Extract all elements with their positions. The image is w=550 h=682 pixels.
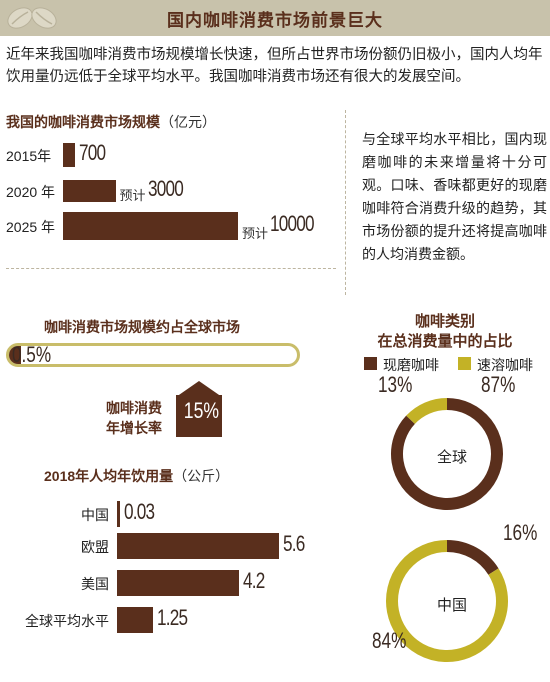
- global-share-fill: [9, 346, 21, 364]
- global-share-value: 0.5%: [12, 342, 52, 367]
- consumption-title-text: 2018年人均年饮用量: [44, 468, 174, 484]
- consumption-title: 2018年人均年饮用量（公斤）: [44, 466, 229, 486]
- growth-title-line-2: 年增长率: [106, 420, 162, 436]
- right-paragraph: 与全球平均水平相比，国内现磨咖啡的未来增量将十分可观。口味、香味都更好的现磨咖啡…: [362, 131, 547, 262]
- donut-slice: [391, 398, 503, 510]
- donut-global-pct-ground: 87%: [481, 372, 516, 397]
- legend-swatch-instant: [458, 357, 471, 370]
- market-row-label: 2025 年: [6, 219, 56, 235]
- donut-slice: [386, 540, 508, 662]
- growth-title: 咖啡消费 年增长率: [98, 398, 170, 438]
- market-bar-value: 10000: [270, 211, 315, 236]
- donut-global-center-label: 全球: [436, 449, 467, 466]
- consumption-bar: [117, 570, 239, 596]
- coffee-beans-icon: [7, 7, 57, 29]
- consumption-row-label: 全球平均水平: [25, 613, 109, 629]
- consumption-bar: [117, 501, 120, 527]
- legend-label-instant: 速溶咖啡: [477, 357, 533, 373]
- legend-label-ground: 现磨咖啡: [383, 357, 439, 373]
- donut-global-pct-instant: 13%: [378, 372, 413, 397]
- donut-china-center-label: 中国: [436, 597, 467, 614]
- market-bar-prefix: 预计: [242, 226, 269, 241]
- market-bar: [63, 180, 116, 202]
- donut-china-pct-ground: 16%: [503, 520, 538, 545]
- legend-swatch-ground: [364, 357, 377, 370]
- intro-paragraph: 近年来我国咖啡消费市场规模增长快速，但所占世界市场份额仍旧极小，国内人均年饮用量…: [6, 47, 543, 85]
- growth-title-line-1: 咖啡消费: [106, 400, 162, 416]
- consumption-unit: （公斤）: [173, 468, 230, 484]
- consumption-bar-value: 5.6: [283, 531, 305, 556]
- market-bar-value: 700: [79, 140, 106, 165]
- header-band: [0, 0, 550, 36]
- up-arrow-icon: [176, 381, 222, 397]
- donut-slice: [406, 398, 448, 425]
- market-bar-value: 3000: [147, 176, 184, 201]
- horizontal-divider: [6, 268, 336, 269]
- category-title-line-1: 咖啡类别: [414, 313, 475, 330]
- market-bar: [63, 212, 238, 240]
- global-share-title: 咖啡消费市场规模约占全球市场: [44, 319, 240, 335]
- market-bar: [63, 143, 76, 167]
- donut-china-pct-instant: 84%: [372, 628, 407, 653]
- global-share-track: [6, 343, 300, 367]
- consumption-bar-value: 1.25: [157, 605, 188, 630]
- vertical-divider: [345, 110, 346, 295]
- market-row-label: 2020 年: [6, 184, 56, 200]
- consumption-row-label: 美国: [81, 576, 109, 592]
- market-size-title: 我国的咖啡消费市场规模（亿元）: [6, 112, 216, 132]
- category-donuts: [386, 398, 508, 662]
- growth-box: [176, 395, 222, 437]
- consumption-row-label: 中国: [81, 507, 109, 523]
- market-bar-prefix: 预计: [119, 188, 146, 203]
- market-size-unit: （亿元）: [160, 114, 216, 130]
- consumption-bar-value: 0.03: [124, 499, 155, 524]
- consumption-row-label: 欧盟: [81, 539, 109, 555]
- consumption-bar: [117, 533, 279, 559]
- consumption-bar-value: 4.2: [242, 568, 265, 593]
- donut-slice: [446, 540, 499, 575]
- donut-china: [386, 540, 508, 662]
- category-title: 咖啡类别 在总消费量中的占比: [345, 312, 545, 352]
- consumption-bar: [117, 607, 154, 633]
- market-size-title-text: 我国的咖啡消费市场规模: [6, 114, 160, 130]
- page-title: 国内咖啡消费市场前景巨大: [167, 11, 383, 30]
- category-title-line-2: 在总消费量中的占比: [377, 333, 513, 350]
- market-row-label: 2015年: [6, 148, 52, 164]
- growth-value: 15%: [183, 398, 220, 423]
- donut-global: [391, 398, 503, 510]
